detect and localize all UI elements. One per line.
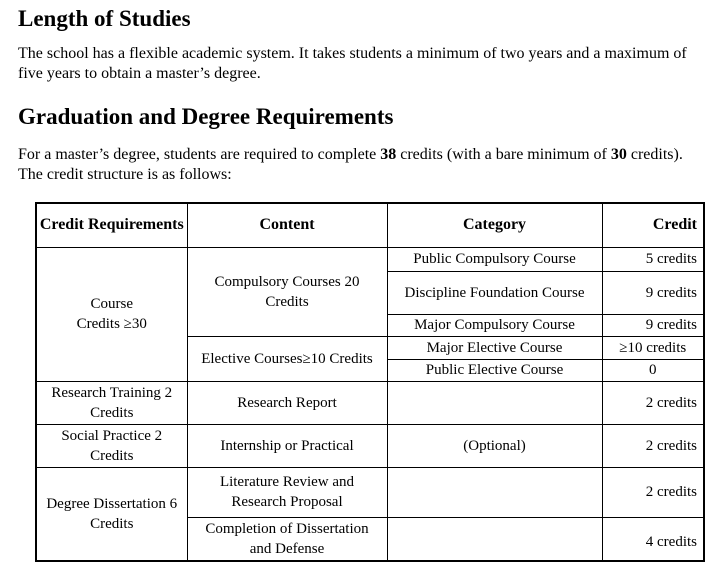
- degree-dissertation-cell: Degree Dissertation 6 Credits: [35, 466, 188, 562]
- research-training-cell: Research Training 2 Credits: [35, 380, 188, 425]
- compulsory-courses-cell: Compulsory Courses 20 Credits: [186, 246, 388, 337]
- content-cell: Literature Review and Research Proposal: [186, 466, 388, 518]
- table-row: Social Practice 2 Credits Internship or …: [35, 423, 705, 468]
- table-row: Discipline Foundation Course 9 credits: [36, 270, 705, 315]
- table-header-row: Credit Requirements Content Category Cre…: [35, 202, 705, 248]
- content-cell: Research Report: [186, 380, 388, 425]
- credit-cell: 4 credits: [601, 516, 705, 562]
- elective-courses-cell: Elective Courses≥10 Credits: [186, 335, 388, 382]
- requirements-paragraph: For a master’s degree, students are requ…: [18, 146, 683, 183]
- credit-cell: ≥10 credits: [601, 335, 705, 360]
- category-cell: Major Compulsory Course: [386, 313, 603, 337]
- category-cell: Public Compulsory Course: [386, 246, 603, 272]
- credit-cell: 2 credits: [601, 380, 705, 425]
- header-category: Category: [386, 202, 603, 248]
- category-cell: Discipline Foundation Course: [386, 270, 603, 315]
- credit-cell: 2 credits: [601, 466, 705, 518]
- credit-cell: 2 credits: [601, 423, 705, 468]
- credit-cell: 9 credits: [601, 270, 705, 315]
- social-practice-cell: Social Practice 2 Credits: [35, 423, 188, 468]
- header-credit-requirements: Credit Requirements: [35, 202, 188, 248]
- section-title-length: Length of Studies: [18, 6, 191, 31]
- credit-cell: 0: [601, 358, 705, 382]
- content-cell: Internship or Practical: [186, 423, 388, 468]
- length-paragraph: The school has a flexible academic syste…: [18, 45, 687, 82]
- header-credit: Credit: [601, 202, 705, 248]
- header-content: Content: [186, 202, 388, 248]
- category-cell: Major Elective Course: [386, 335, 603, 360]
- table-row: Degree Dissertation 6 Credits Literature…: [35, 466, 705, 562]
- content-cell: Completion of Dissertation and Defense: [186, 516, 388, 562]
- table-row: Elective Courses≥10 Credits Major Electi…: [36, 335, 705, 382]
- category-cell: [386, 380, 603, 425]
- course-credits-cell: Course Credits ≥30: [35, 246, 188, 382]
- category-cell: [386, 516, 603, 562]
- category-cell: Public Elective Course: [386, 358, 603, 382]
- table-row: Completion of Dissertation and Defense 4…: [36, 516, 705, 562]
- credit-structure-table: Credit Requirements Content Category Cre…: [35, 202, 705, 562]
- credit-cell: 5 credits: [601, 246, 705, 272]
- table-row: Research Training 2 Credits Research Rep…: [35, 380, 705, 425]
- category-cell: [386, 466, 603, 518]
- section-title-requirements: Graduation and Degree Requirements: [18, 104, 394, 129]
- credit-cell: 9 credits: [601, 313, 705, 337]
- table-row: Course Credits ≥30 Compulsory Courses 20…: [35, 246, 705, 382]
- category-cell: (Optional): [386, 423, 603, 468]
